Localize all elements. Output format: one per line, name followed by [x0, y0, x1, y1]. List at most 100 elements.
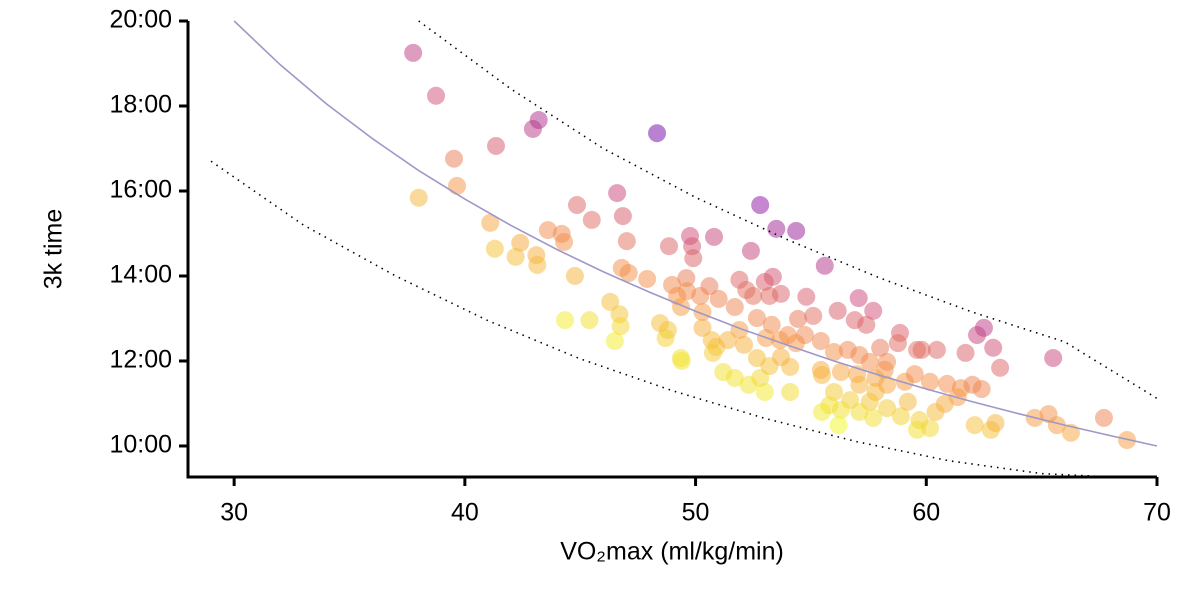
scatter-point	[789, 309, 808, 328]
y-tick-label: 18:00	[109, 91, 172, 119]
scatter-point	[747, 349, 766, 368]
scatter-point	[781, 383, 800, 402]
scatter-point	[787, 221, 806, 240]
scatter-point	[1044, 349, 1063, 368]
scatter-point	[857, 315, 876, 334]
fit-line	[233, 20, 1158, 447]
scatter-point	[927, 340, 946, 359]
scatter-point	[972, 380, 991, 399]
scatter-point	[878, 399, 897, 418]
scatter-point	[506, 247, 525, 266]
scatter-point	[965, 416, 984, 435]
scatter-point	[888, 334, 907, 353]
scatter-point	[660, 237, 679, 256]
bound-line	[210, 160, 1111, 478]
scatter-point	[538, 221, 557, 240]
scatter-point	[730, 320, 749, 339]
scatter-point	[891, 407, 910, 426]
y-tick-label: 20:00	[109, 6, 172, 34]
scatter-point	[601, 292, 620, 311]
scatter-point	[648, 124, 667, 143]
scatter-point	[705, 227, 724, 246]
scatter-point	[725, 368, 744, 387]
scatter-point	[956, 343, 975, 362]
scatter-point	[672, 351, 691, 370]
y-axis-label: 3k time	[40, 209, 68, 290]
scatter-point	[905, 365, 924, 384]
scatter-point	[767, 219, 786, 238]
scatter-point	[691, 286, 710, 305]
scatter-point	[611, 317, 630, 336]
scatter-point	[850, 402, 869, 421]
scatter-point	[619, 264, 638, 283]
scatter-point	[741, 241, 760, 260]
scatter-point	[849, 289, 868, 308]
scatter-point	[684, 249, 703, 268]
scatter-point	[448, 176, 467, 195]
scatter-point	[751, 196, 770, 215]
scatter-point	[605, 332, 624, 351]
scatter-point	[920, 372, 939, 391]
scatter-point	[811, 332, 830, 351]
scatter-point	[555, 311, 574, 330]
x-tick-label: 30	[220, 499, 248, 527]
x-tick-label: 50	[682, 499, 710, 527]
scatter-point	[744, 286, 763, 305]
y-tick-label: 14:00	[109, 261, 172, 289]
scatter-point	[409, 188, 428, 207]
x-tick-label: 70	[1143, 499, 1171, 527]
scatter-point	[878, 375, 897, 394]
scatter-point	[718, 331, 737, 350]
scatter-point	[831, 363, 850, 382]
scatter-point	[920, 419, 939, 438]
scatter-point	[709, 289, 728, 308]
scatter-point	[811, 360, 830, 379]
y-tick-label: 10:00	[109, 431, 172, 459]
scatter-point	[747, 309, 766, 328]
scatter-point	[1094, 408, 1113, 427]
scatter-point	[582, 210, 601, 229]
scatter-point	[693, 318, 712, 337]
scatter-point	[445, 149, 464, 168]
scatter-point	[864, 301, 883, 320]
scatter-point	[797, 287, 816, 306]
scatter-point	[617, 232, 636, 251]
scatter-point	[608, 184, 627, 203]
scatter-point	[898, 392, 917, 411]
scatter-point	[860, 352, 879, 371]
scatter-point	[986, 414, 1005, 433]
scatter-point	[487, 136, 506, 155]
scatter-point	[565, 266, 584, 285]
scatter-point	[404, 43, 423, 62]
scatter-point	[481, 213, 500, 232]
scatter-point	[871, 338, 890, 357]
scatter-point	[926, 402, 945, 421]
scatter-point	[656, 329, 675, 348]
x-tick-label: 40	[451, 499, 479, 527]
y-tick-label: 16:00	[109, 176, 172, 204]
scatter-point	[984, 338, 1003, 357]
bound-line	[418, 20, 1158, 400]
scatter-point	[828, 301, 847, 320]
scatter-point	[555, 232, 574, 251]
x-axis-label: VO₂max (ml/kg/min)	[560, 538, 784, 566]
scatter-point	[755, 272, 774, 291]
scatter-point	[528, 255, 547, 274]
scatter-point	[829, 416, 848, 435]
scatter-point	[991, 358, 1010, 377]
scatter-point	[735, 335, 754, 354]
scatter-point	[427, 86, 446, 105]
scatter-point	[771, 284, 790, 303]
scatter-point	[703, 343, 722, 362]
scatter-point	[864, 408, 883, 427]
x-tick-label: 60	[912, 499, 940, 527]
scatter-point	[795, 326, 814, 345]
scatter-point	[771, 348, 790, 367]
scatter-point	[850, 375, 869, 394]
scatter-point	[511, 233, 530, 252]
scatter-point	[974, 318, 993, 337]
scatter-point	[804, 306, 823, 325]
scatter-point	[523, 119, 542, 138]
scatter-point	[755, 383, 774, 402]
